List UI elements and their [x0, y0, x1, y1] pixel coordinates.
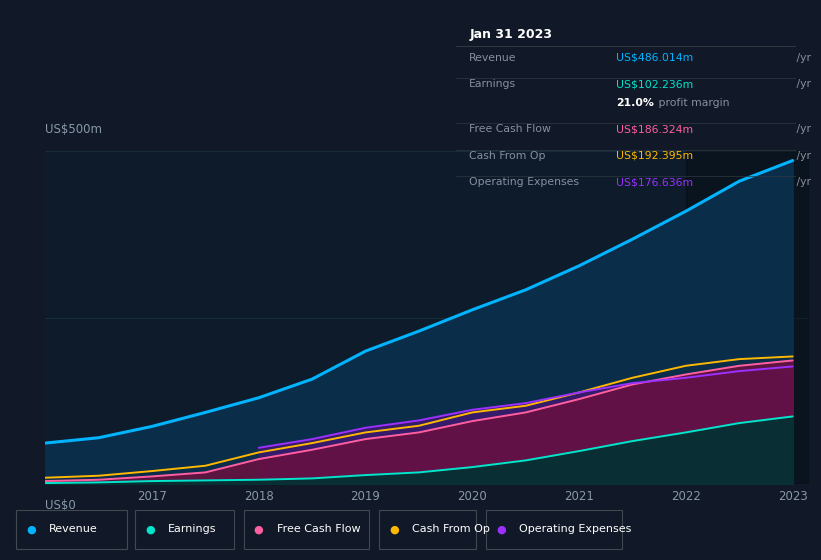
Text: 21.0%: 21.0%: [616, 97, 654, 108]
Text: Cash From Op: Cash From Op: [412, 524, 490, 534]
Text: US$500m: US$500m: [45, 123, 102, 136]
Text: Operating Expenses: Operating Expenses: [470, 178, 580, 187]
Text: Revenue: Revenue: [470, 53, 516, 63]
Text: Earnings: Earnings: [470, 79, 516, 89]
Text: /yr: /yr: [793, 124, 811, 134]
Text: Cash From Op: Cash From Op: [470, 151, 546, 161]
Text: US$0: US$0: [45, 500, 76, 512]
Text: /yr: /yr: [793, 178, 811, 187]
Text: /yr: /yr: [793, 53, 811, 63]
Text: /yr: /yr: [793, 151, 811, 161]
Text: US$192.395m: US$192.395m: [616, 151, 693, 161]
Text: profit margin: profit margin: [655, 97, 730, 108]
Text: ●: ●: [254, 524, 264, 534]
Text: US$176.636m: US$176.636m: [616, 178, 693, 187]
Text: /yr: /yr: [793, 79, 811, 89]
Text: US$102.236m: US$102.236m: [616, 79, 693, 89]
Text: Operating Expenses: Operating Expenses: [519, 524, 631, 534]
Text: ●: ●: [26, 524, 36, 534]
Text: Free Cash Flow: Free Cash Flow: [470, 124, 551, 134]
Text: Free Cash Flow: Free Cash Flow: [277, 524, 360, 534]
Text: US$486.014m: US$486.014m: [616, 53, 693, 63]
Text: Earnings: Earnings: [168, 524, 217, 534]
Bar: [686, 151, 809, 484]
Text: Revenue: Revenue: [49, 524, 98, 534]
Text: Jan 31 2023: Jan 31 2023: [470, 28, 553, 41]
Text: ●: ●: [496, 524, 506, 534]
Text: US$186.324m: US$186.324m: [616, 124, 693, 134]
Text: ●: ●: [389, 524, 399, 534]
Text: ●: ●: [145, 524, 155, 534]
